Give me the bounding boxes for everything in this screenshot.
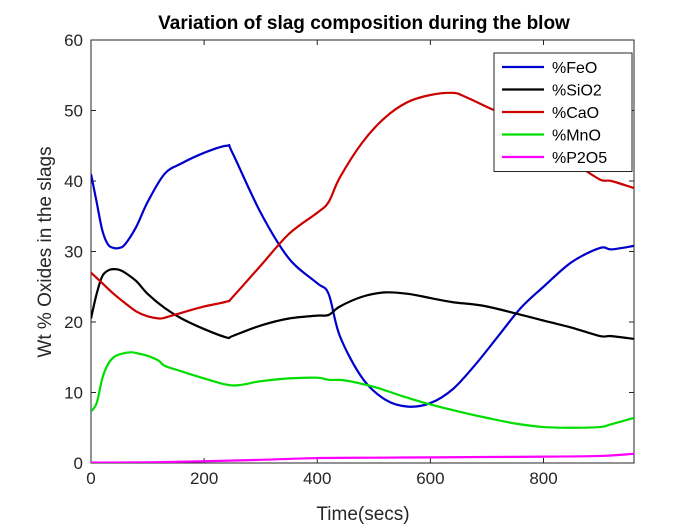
legend-label-cao: %CaO (552, 105, 599, 122)
legend: %FeO %SiO2 %CaO %MnO %P2O5 (493, 52, 633, 172)
x-tick-label: 200 (190, 469, 218, 488)
x-tick-label: 600 (416, 469, 444, 488)
chart-title: Variation of slag composition during the… (158, 13, 570, 34)
y-tick-label: 50 (64, 102, 83, 121)
legend-label-sio2: %SiO2 (552, 83, 602, 100)
y-tick-label: 20 (64, 313, 83, 332)
series-line-p2o5 (91, 452, 634, 463)
y-tick-label: 10 (64, 384, 83, 403)
series-line-sio2 (91, 268, 634, 341)
y-tick-label: 40 (64, 172, 83, 191)
series-line-feo (91, 143, 634, 408)
x-tick-label: 0 (86, 469, 95, 488)
legend-label-p2o5: %P2O5 (552, 150, 607, 167)
x-tick-label: 800 (529, 469, 557, 488)
y-tick-label: 60 (64, 31, 83, 50)
legend-label-mno: %MnO (552, 128, 601, 145)
x-axis-label: Time(secs) (316, 504, 409, 525)
y-tick-label: 0 (74, 454, 83, 473)
x-tick-label: 400 (303, 469, 331, 488)
legend-label-feo: %FeO (552, 60, 597, 77)
y-axis-label: Wt % Oxides in the slags (35, 146, 56, 357)
y-tick-label: 30 (64, 243, 83, 262)
series-line-mno (91, 351, 634, 429)
